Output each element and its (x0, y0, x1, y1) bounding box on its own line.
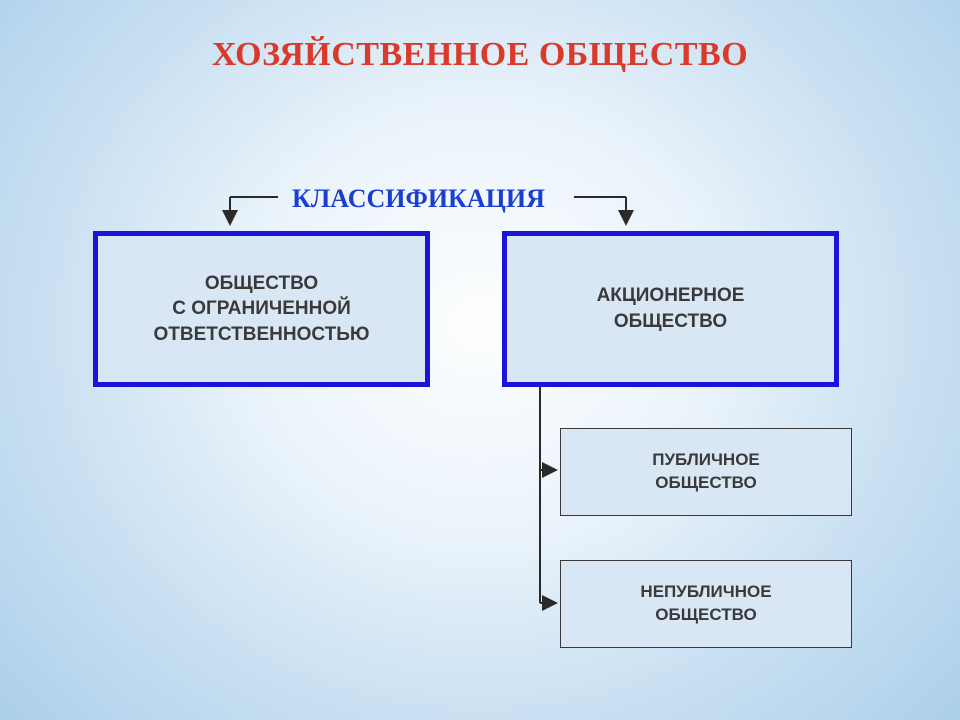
box-public: ПУБЛИЧНОЕОБЩЕСТВО (560, 428, 852, 516)
box-llc: ОБЩЕСТВОС ОГРАНИЧЕННОЙОТВЕТСТВЕННОСТЬЮ (93, 231, 430, 387)
box-jsc: АКЦИОНЕРНОЕОБЩЕСТВО (502, 231, 839, 387)
slide: ХОЗЯЙСТВЕННОЕ ОБЩЕСТВО КЛАССИФИКАЦИЯ ОБЩ… (0, 0, 960, 720)
box-llc-text: ОБЩЕСТВОС ОГРАНИЧЕННОЙОТВЕТСТВЕННОСТЬЮ (144, 271, 380, 348)
box-public-text: ПУБЛИЧНОЕОБЩЕСТВО (642, 449, 770, 495)
box-jsc-text: АКЦИОНЕРНОЕОБЩЕСТВО (587, 283, 755, 334)
box-nonpublic: НЕПУБЛИЧНОЕОБЩЕСТВО (560, 560, 852, 648)
box-nonpublic-text: НЕПУБЛИЧНОЕОБЩЕСТВО (630, 581, 781, 627)
